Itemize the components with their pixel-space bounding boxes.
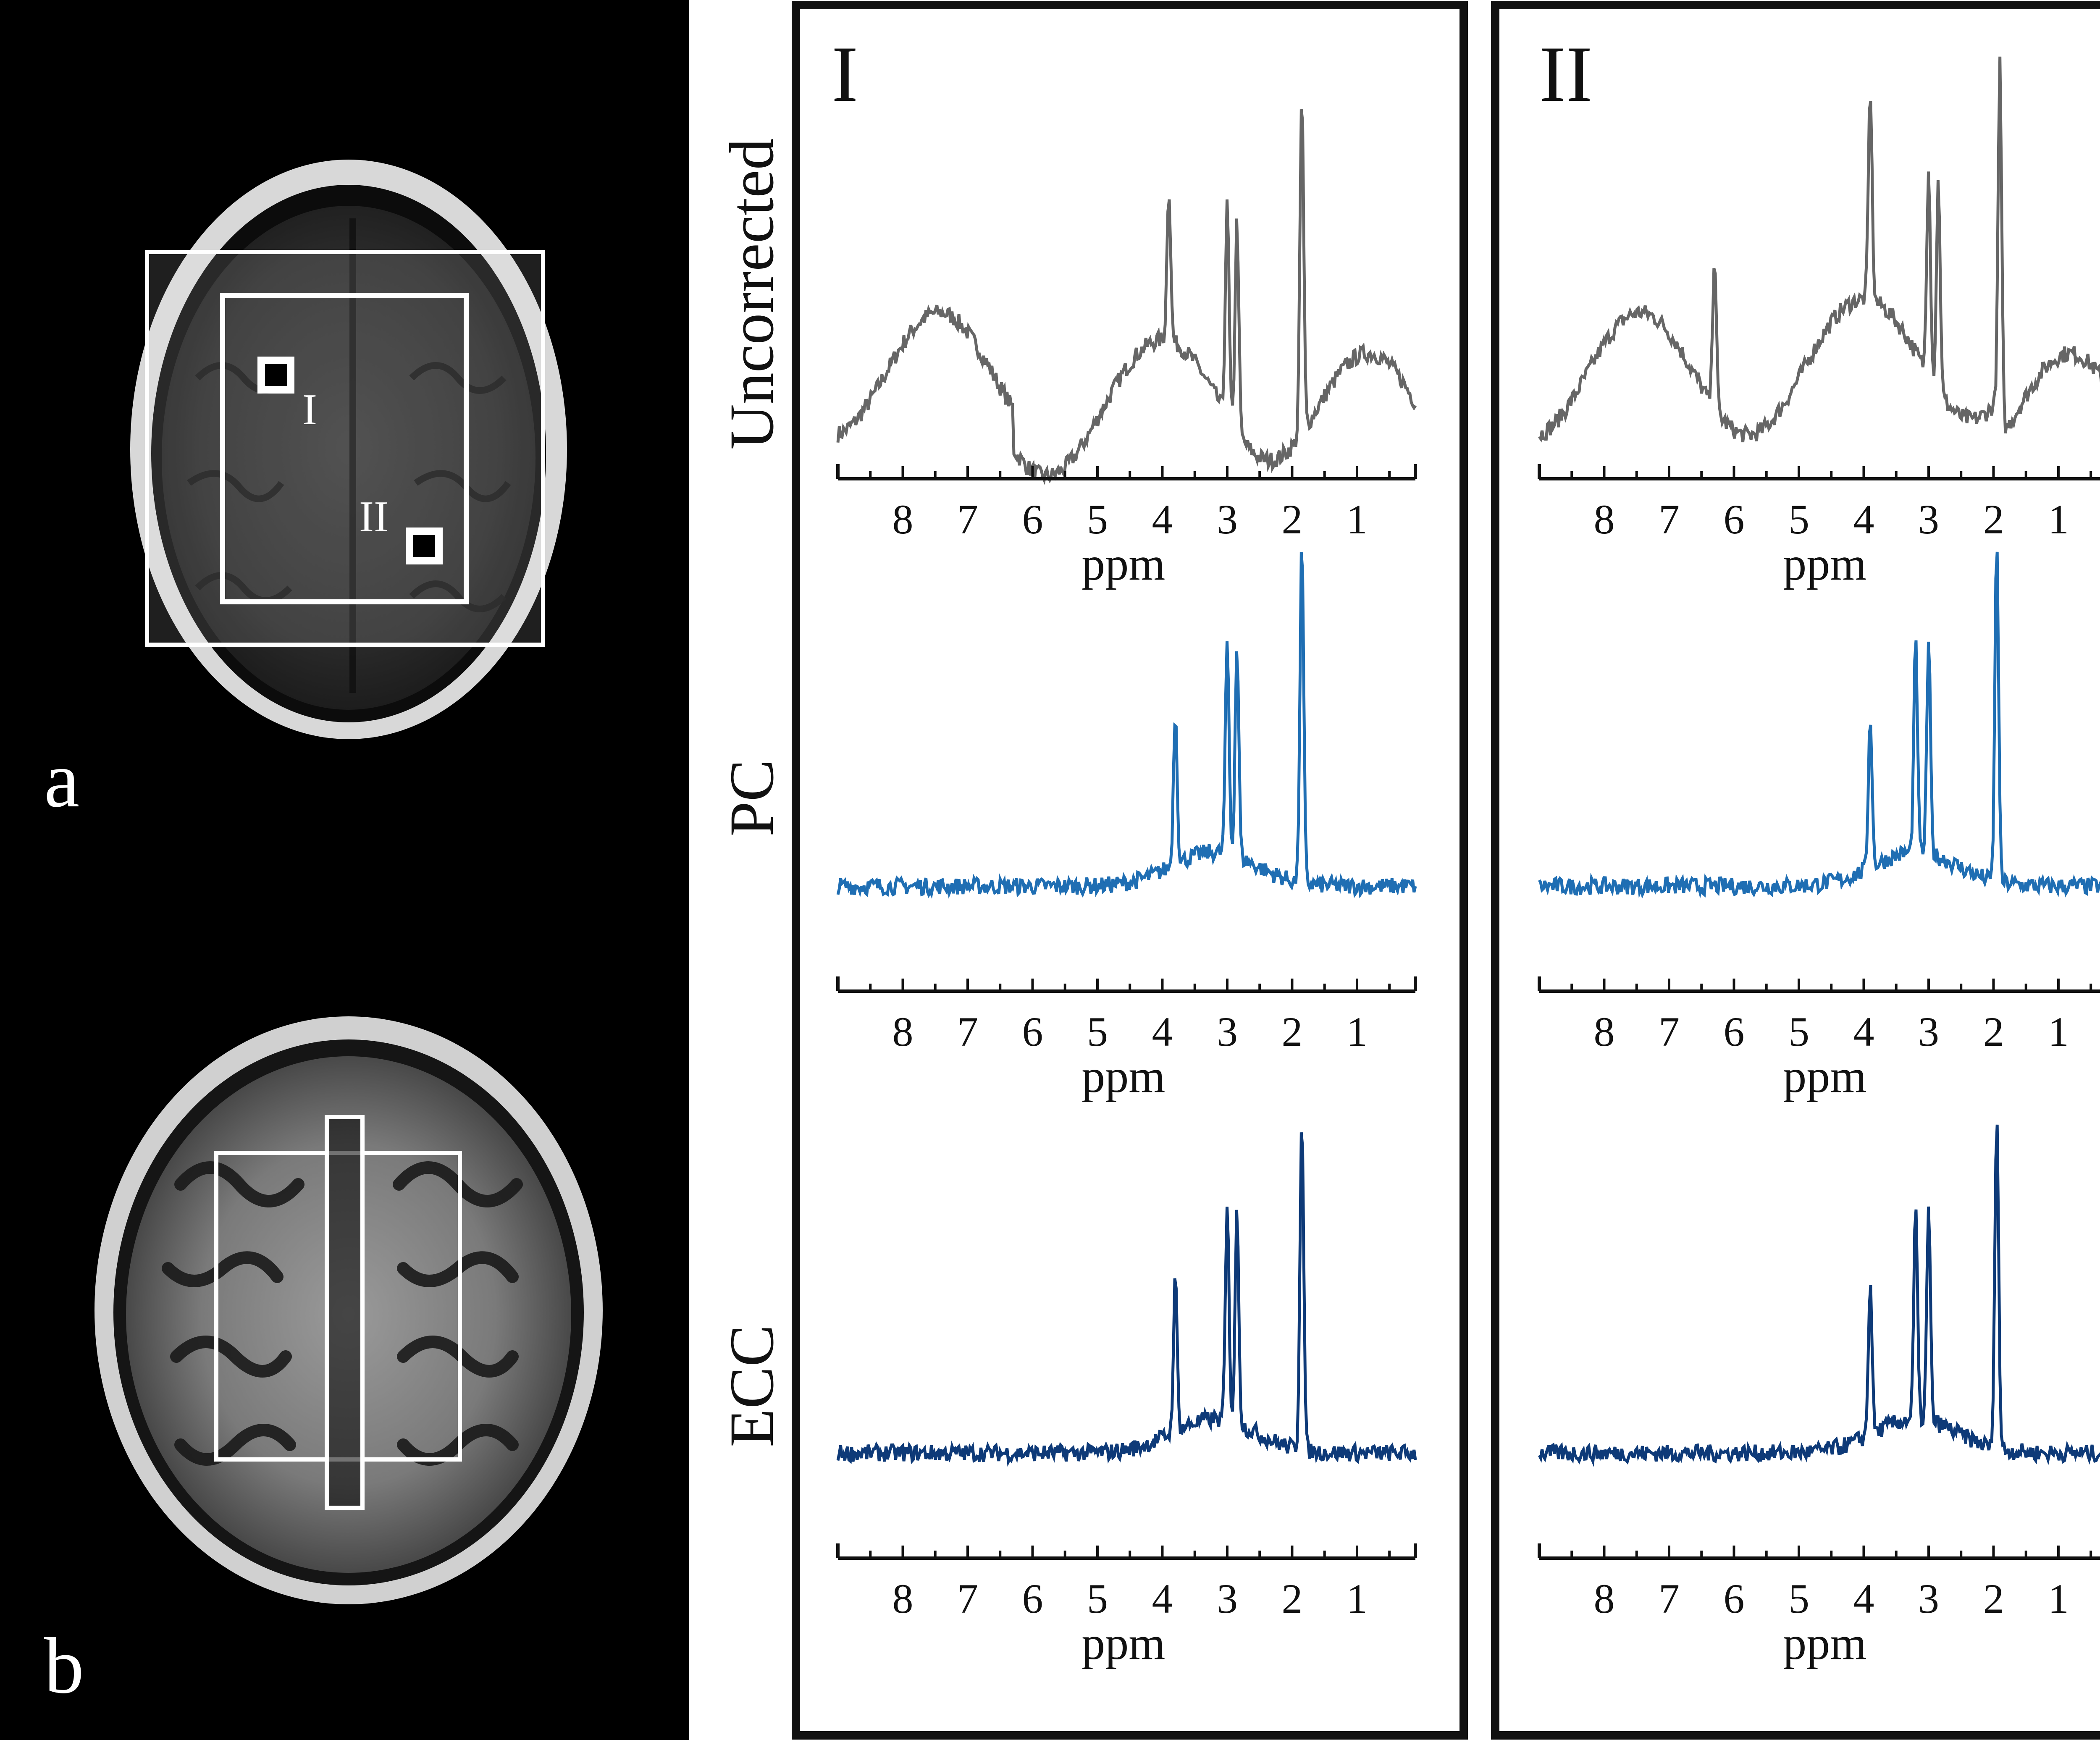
voi-box-a bbox=[220, 293, 469, 604]
mri-image-a: I II a bbox=[44, 160, 567, 824]
x-tick-label: 6 bbox=[1723, 496, 1744, 543]
roi-label-I: I bbox=[302, 385, 317, 434]
x-tick-label: 2 bbox=[1983, 496, 2004, 543]
x-tick-label: 8 bbox=[892, 1008, 913, 1055]
x-tick-label: 4 bbox=[1152, 1575, 1173, 1622]
x-tick-label: 8 bbox=[892, 496, 913, 543]
x-tick-label: 3 bbox=[1918, 1008, 1939, 1055]
x-tick-label: 7 bbox=[957, 1008, 978, 1055]
x-tick-label: 6 bbox=[1022, 1008, 1043, 1055]
x-tick-label: 4 bbox=[1853, 496, 1874, 543]
x-tick-label: 1 bbox=[2048, 496, 2069, 543]
panel-label-b: b bbox=[44, 1622, 84, 1710]
x-tick-label: 7 bbox=[957, 496, 978, 543]
spectrum-plot-i-ecc: 8 7 6 5 4 3 2 1 ppm bbox=[836, 1132, 1417, 1669]
x-tick-label: 5 bbox=[1087, 1008, 1108, 1055]
x-tick-label: 2 bbox=[1281, 1575, 1302, 1622]
x-tick-label: 2 bbox=[1983, 1008, 2004, 1055]
x-tick-label: 7 bbox=[1659, 496, 1680, 543]
x-tick-label: 3 bbox=[1918, 1575, 1939, 1622]
row-label-pc: PC bbox=[717, 759, 787, 836]
x-tick-label: 6 bbox=[1723, 1575, 1744, 1622]
spectrum-plot-ii-uncorrected: 8 7 6 5 4 3 2 1 ppm bbox=[1538, 56, 2100, 590]
spectrum-plot-i-pc: 8 7 6 5 4 3 2 1 ppm bbox=[836, 551, 1417, 1102]
x-tick-label: 3 bbox=[1217, 1575, 1238, 1622]
spectrum-plot-ii-ecc: 8 7 6 5 4 3 2 1 ppm bbox=[1538, 1124, 2100, 1669]
column-frame-I bbox=[792, 1, 1468, 1740]
row-label-uncorrected: Uncorrected bbox=[717, 138, 787, 449]
x-tick-label: 7 bbox=[1659, 1008, 1680, 1055]
x-tick-label: 1 bbox=[2048, 1575, 2069, 1622]
spectrum-line-ii-pc bbox=[1538, 551, 2100, 899]
x-tick-label: 8 bbox=[892, 1575, 913, 1622]
roi-label-II: II bbox=[359, 492, 388, 541]
x-tick-label: 2 bbox=[1983, 1575, 2004, 1622]
x-tick-label: 4 bbox=[1152, 496, 1173, 543]
x-tick-label: 1 bbox=[2048, 1008, 2069, 1055]
x-axis-title: ppm bbox=[1783, 1617, 1866, 1669]
x-tick-label: 7 bbox=[957, 1575, 978, 1622]
x-axis-title: ppm bbox=[1783, 538, 1866, 590]
mri-image-b: b bbox=[44, 1016, 603, 1710]
x-tick-label: 8 bbox=[1593, 1008, 1614, 1055]
spectrum-line-i-pc bbox=[836, 551, 1417, 899]
x-tick-label: 5 bbox=[1788, 1575, 1809, 1622]
spectrum-plot-ii-pc: 8 7 6 5 4 3 2 1 ppm bbox=[1538, 551, 2100, 1102]
x-axis-title: ppm bbox=[1082, 1050, 1165, 1102]
spectrum-line-i-ecc bbox=[836, 1132, 1417, 1467]
x-tick-label: 8 bbox=[1593, 1575, 1614, 1622]
mri-panel: I II a b bbox=[0, 0, 689, 1740]
x-tick-label: 1 bbox=[1347, 496, 1368, 543]
x-tick-label: 6 bbox=[1723, 1008, 1744, 1055]
column-label-II: II bbox=[1539, 30, 1593, 118]
spectrum-line-i-uncorrected bbox=[836, 109, 1417, 486]
spectrum-line-ii-ecc bbox=[1538, 1124, 2100, 1467]
x-tick-label: 7 bbox=[1659, 1575, 1680, 1622]
spectrum-plot-i-uncorrected: 8 7 6 5 4 3 2 1 ppm bbox=[836, 109, 1417, 590]
spectrum-line-ii-uncorrected bbox=[1538, 56, 2100, 443]
x-tick-label: 2 bbox=[1281, 1008, 1302, 1055]
roi-box-I bbox=[257, 357, 294, 394]
x-tick-label: 4 bbox=[1853, 1008, 1874, 1055]
x-tick-label: 2 bbox=[1281, 496, 1302, 543]
x-tick-label: 3 bbox=[1217, 496, 1238, 543]
x-tick-label: 5 bbox=[1087, 496, 1108, 543]
panel-label-a: a bbox=[44, 736, 79, 824]
x-tick-label: 4 bbox=[1853, 1575, 1874, 1622]
x-axis-title: ppm bbox=[1783, 1050, 1866, 1102]
x-tick-label: 3 bbox=[1217, 1008, 1238, 1055]
x-tick-label: 4 bbox=[1152, 1008, 1173, 1055]
x-tick-label: 3 bbox=[1918, 496, 1939, 543]
x-axis-title: ppm bbox=[1082, 538, 1165, 590]
column-frame-II bbox=[1491, 1, 2100, 1740]
x-tick-label: 6 bbox=[1022, 496, 1043, 543]
row-label-ecc: ECC bbox=[717, 1325, 787, 1447]
slice-box-b bbox=[325, 1115, 365, 1510]
x-tick-label: 5 bbox=[1087, 1575, 1108, 1622]
x-tick-label: 5 bbox=[1788, 496, 1809, 543]
x-tick-label: 8 bbox=[1593, 496, 1614, 543]
x-tick-label: 5 bbox=[1788, 1008, 1809, 1055]
roi-box-II bbox=[406, 528, 443, 564]
x-tick-label: 1 bbox=[1347, 1008, 1368, 1055]
column-label-I: I bbox=[832, 30, 858, 118]
x-tick-label: 6 bbox=[1022, 1575, 1043, 1622]
shim-box-a bbox=[145, 250, 545, 647]
x-tick-label: 1 bbox=[1347, 1575, 1368, 1622]
x-axis-title: ppm bbox=[1082, 1617, 1165, 1669]
